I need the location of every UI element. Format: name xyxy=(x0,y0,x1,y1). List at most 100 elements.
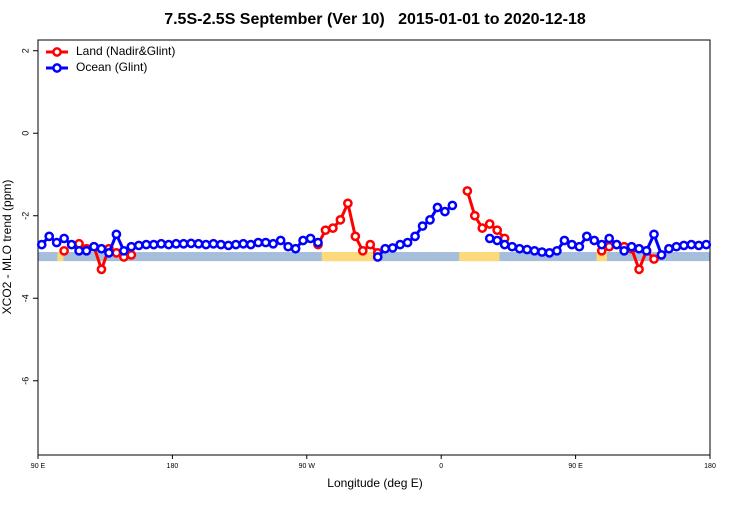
data-point xyxy=(469,210,480,221)
data-point xyxy=(447,200,458,211)
data-point xyxy=(365,239,376,250)
data-point xyxy=(111,248,122,258)
data-point xyxy=(268,238,279,249)
data-point xyxy=(298,235,308,246)
data-point xyxy=(119,245,129,256)
data-point xyxy=(686,239,697,250)
x-tick-label: 90 W xyxy=(299,463,316,470)
data-point xyxy=(357,245,368,256)
y-tick-label: -4 xyxy=(20,294,30,302)
y-tick-label: 0 xyxy=(20,131,30,136)
data-point xyxy=(238,238,249,249)
chart-title: 7.5S-2.5S September (Ver 10) 2015-01-01 … xyxy=(164,11,586,28)
data-point xyxy=(402,237,413,248)
data-point xyxy=(574,241,585,252)
data-point xyxy=(178,238,189,249)
y-tick-label: -2 xyxy=(20,212,30,220)
data-point xyxy=(634,264,644,275)
data-point xyxy=(66,239,77,250)
data-point xyxy=(245,239,256,250)
data-point xyxy=(253,237,264,248)
data-point xyxy=(81,245,92,256)
data-point xyxy=(641,245,652,256)
land-band xyxy=(321,252,379,262)
data-point xyxy=(589,235,600,246)
data-point xyxy=(313,237,323,248)
data-point xyxy=(671,241,682,252)
data-point xyxy=(477,223,488,233)
data-point xyxy=(193,238,204,249)
data-point xyxy=(559,235,570,246)
x-tick-label: 180 xyxy=(167,463,179,470)
data-point xyxy=(634,243,644,254)
data-point xyxy=(507,241,517,252)
data-point xyxy=(567,239,577,250)
x-tick-label: 0 xyxy=(439,463,443,470)
y-tick-label: 2 xyxy=(20,48,30,53)
data-point xyxy=(499,239,510,250)
data-point xyxy=(328,223,338,233)
data-point xyxy=(350,231,361,242)
data-point xyxy=(492,225,503,236)
data-point xyxy=(626,241,637,252)
data-point xyxy=(260,237,271,248)
data-point xyxy=(275,235,286,246)
data-point xyxy=(186,238,196,249)
data-point xyxy=(656,250,667,260)
data-point xyxy=(111,229,122,240)
data-point xyxy=(581,231,592,242)
data-point xyxy=(664,243,674,254)
data-point xyxy=(425,215,435,225)
x-tick-label: 90 E xyxy=(31,463,46,470)
data-point xyxy=(552,245,562,256)
data-point xyxy=(701,239,712,250)
data-point xyxy=(96,264,107,275)
data-point xyxy=(201,239,211,250)
data-point xyxy=(96,243,107,254)
x-axis-label: Longitude (deg E) xyxy=(327,476,422,490)
data-point xyxy=(141,239,152,250)
x-tick-label: 90 E xyxy=(568,463,583,470)
y-axis-label: XCO2 - MLO trend (ppm) xyxy=(0,180,14,315)
data-point xyxy=(596,239,607,250)
data-point xyxy=(492,235,503,246)
legend-label: Ocean (Glint) xyxy=(76,60,147,74)
data-point xyxy=(343,198,353,209)
data-point xyxy=(126,241,137,252)
data-point xyxy=(133,240,144,251)
data-point xyxy=(604,233,615,244)
x-tick-label: 180 xyxy=(704,463,716,470)
data-point xyxy=(484,233,495,244)
data-point xyxy=(611,239,622,250)
data-point xyxy=(619,245,629,256)
data-point xyxy=(395,239,405,250)
data-point xyxy=(59,233,69,244)
data-point xyxy=(544,248,555,258)
data-point xyxy=(604,241,615,252)
data-point xyxy=(484,219,495,229)
data-point xyxy=(387,243,398,253)
data-point xyxy=(216,239,226,250)
data-point xyxy=(514,243,525,254)
legend-label: Land (Nadir&Glint) xyxy=(76,44,175,58)
data-point xyxy=(163,239,174,250)
data-point xyxy=(649,229,659,240)
data-point xyxy=(679,240,689,251)
data-point xyxy=(649,254,659,264)
data-point xyxy=(440,206,450,217)
data-point xyxy=(320,225,331,236)
y-tick-label: -6 xyxy=(20,377,30,385)
data-point xyxy=(36,239,47,250)
data-point xyxy=(156,238,167,249)
data-point xyxy=(432,202,443,213)
land-band xyxy=(596,252,607,262)
data-point xyxy=(74,245,84,256)
data-point xyxy=(380,243,391,254)
data-point xyxy=(148,239,159,250)
data-point xyxy=(171,238,181,249)
data-point xyxy=(693,240,704,251)
data-point xyxy=(305,233,316,244)
data-point xyxy=(537,247,547,257)
data-point xyxy=(372,252,383,262)
